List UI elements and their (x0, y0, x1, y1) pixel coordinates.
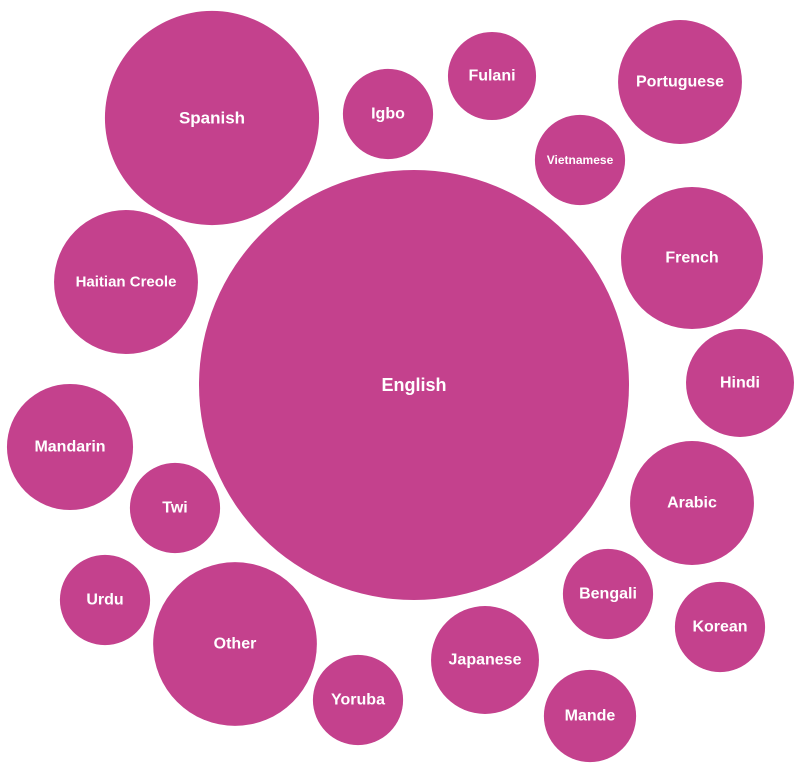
bubble-circle-korean (674, 581, 766, 673)
bubble-arabic: Arabic (630, 441, 754, 565)
bubble-spanish: Spanish (104, 10, 320, 226)
bubble-portuguese: Portuguese (618, 20, 742, 144)
bubble-circle-french (621, 187, 763, 329)
bubble-english: English (199, 170, 629, 600)
bubble-label-french: French (665, 250, 718, 267)
bubble-circle-twi (129, 462, 221, 554)
bubble-circle-haitian-creole (54, 210, 198, 354)
bubble-label-arabic: Arabic (667, 495, 717, 512)
bubble-japanese: Japanese (431, 606, 539, 714)
bubble-label-other: Other (214, 636, 257, 653)
bubble-igbo: Igbo (342, 68, 434, 160)
bubble-circle-spanish (104, 10, 320, 226)
bubble-label-haitian-creole: Haitian Creole (76, 274, 177, 291)
bubble-korean: Korean (674, 581, 766, 673)
bubble-label-twi: Twi (162, 500, 187, 517)
bubble-circle-portuguese (618, 20, 742, 144)
bubble-label-mandarin: Mandarin (34, 439, 105, 456)
bubble-label-japanese: Japanese (449, 652, 522, 669)
bubble-circle-fulani (447, 31, 537, 121)
bubble-french: French (621, 187, 763, 329)
bubble-mandarin: Mandarin (6, 383, 134, 511)
bubble-circle-bengali (562, 548, 654, 640)
bubble-circle-other (153, 562, 317, 726)
bubble-label-hindi: Hindi (720, 375, 760, 392)
bubble-circle-mandarin (6, 383, 134, 511)
bubble-label-vietnamese: Vietnamese (547, 153, 614, 167)
bubble-circle-japanese (431, 606, 539, 714)
bubble-other: Other (153, 562, 317, 726)
bubble-label-urdu: Urdu (86, 592, 123, 609)
bubble-mande: Mande (543, 669, 637, 763)
bubble-label-portuguese: Portuguese (636, 74, 724, 91)
bubble-circle-igbo (342, 68, 434, 160)
bubble-label-english: English (381, 375, 446, 395)
bubble-circle-yoruba (312, 654, 404, 746)
bubble-label-spanish: Spanish (179, 109, 245, 128)
bubble-label-fulani: Fulani (468, 68, 515, 85)
bubble-circle-hindi (686, 329, 794, 437)
bubble-haitian-creole: Haitian Creole (54, 210, 198, 354)
bubble-label-igbo: Igbo (371, 106, 405, 123)
bubble-circle-mande (543, 669, 637, 763)
bubble-circle-urdu (59, 554, 151, 646)
bubble-hindi: Hindi (686, 329, 794, 437)
bubble-circle-arabic (630, 441, 754, 565)
bubble-urdu: Urdu (59, 554, 151, 646)
bubble-bengali: Bengali (562, 548, 654, 640)
bubble-yoruba: Yoruba (312, 654, 404, 746)
bubble-label-bengali: Bengali (579, 586, 637, 603)
bubble-label-korean: Korean (692, 619, 747, 636)
bubble-label-yoruba: Yoruba (331, 692, 385, 709)
bubble-circle-english (199, 170, 629, 600)
bubble-label-mande: Mande (565, 708, 616, 725)
bubble-vietnamese: Vietnamese (534, 114, 626, 206)
bubble-twi: Twi (129, 462, 221, 554)
bubble-circle-vietnamese (534, 114, 626, 206)
bubble-fulani: Fulani (447, 31, 537, 121)
